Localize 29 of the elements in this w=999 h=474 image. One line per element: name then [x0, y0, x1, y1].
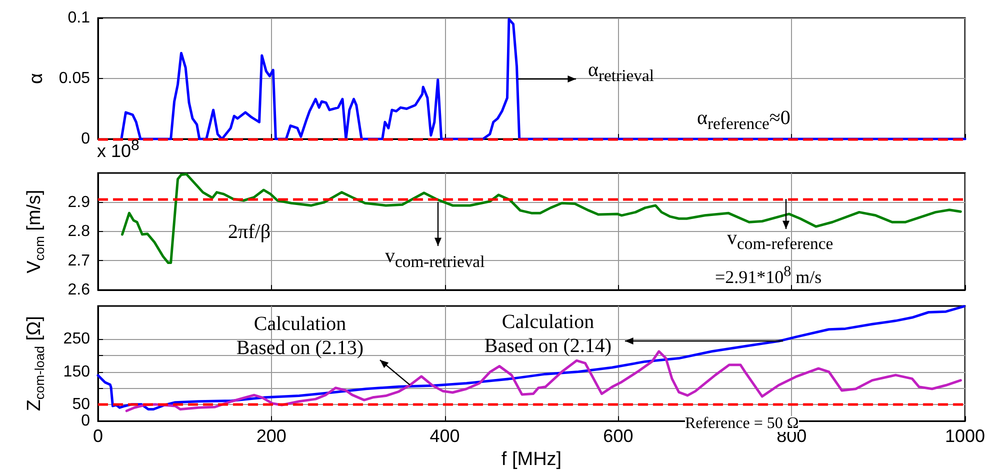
annotation: v$_{com-retrieval}$ [385, 244, 485, 273]
annotation: v$_{com-reference}$ [727, 226, 834, 255]
annotation: 2πf/β [228, 220, 270, 244]
y-tick-label: 0 [81, 412, 90, 430]
y-tick-label: 2.9 [68, 194, 90, 211]
y-tick-label: 250 [63, 330, 90, 348]
annotation: Calculation Based on (2.14) [484, 310, 612, 358]
y-axis-title: Vcom [m/s] [24, 190, 47, 274]
y-tick-label: 2.6 [68, 282, 90, 298]
y-tick-label: 0 [81, 130, 90, 148]
y-tick-label: 150 [63, 363, 90, 380]
x-tick-label: 600 [603, 426, 634, 446]
x-tick-label: 400 [430, 426, 460, 446]
y-tick-label: 50 [72, 396, 90, 414]
annotation: =2.91*10$^{8}$ m/s [715, 263, 822, 289]
y-tick-label: 0.05 [58, 70, 90, 87]
annotation: Calculation Based on (2.13) [236, 312, 364, 360]
x-tick-label: 200 [256, 426, 286, 446]
annotation: Reference = 50 Ω [685, 415, 799, 432]
y-tick-label: 2.7 [68, 252, 90, 270]
y-tick-label: 2.8 [68, 223, 90, 240]
annotation: x 10$^{8}$ [97, 136, 140, 163]
y-axis-title: α [26, 72, 47, 84]
annotation: α$_{reference}$≈0 [697, 106, 790, 135]
annotation: α$_{retrieval}$ [588, 58, 654, 87]
x-axis-title: f [MHz] [501, 449, 562, 470]
x-tick-label: 1000 [944, 426, 986, 446]
y-tick-label: 0.1 [68, 10, 90, 26]
y-axis-title: Zcom-load [Ω] [24, 316, 47, 412]
